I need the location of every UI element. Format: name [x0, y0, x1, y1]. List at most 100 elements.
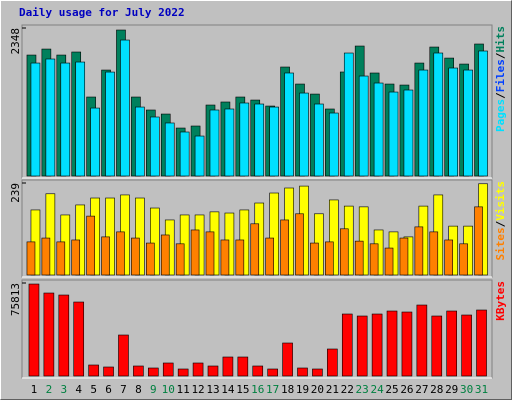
bar: [327, 348, 338, 377]
bar: [45, 58, 56, 177]
bar: [146, 242, 155, 276]
bar: [41, 237, 51, 276]
x-tick-label: 23: [356, 383, 369, 396]
bar: [116, 231, 125, 276]
bar: [88, 364, 99, 377]
x-tick-label: 9: [150, 383, 157, 396]
bar: [205, 231, 215, 276]
bar: [220, 239, 230, 276]
bar: [356, 315, 368, 377]
bar: [399, 237, 409, 276]
bar: [56, 241, 66, 276]
bar: [209, 109, 220, 177]
legend-entry: Pages: [494, 99, 507, 132]
bar: [384, 247, 394, 276]
bar: [444, 239, 454, 276]
legend-entry: Sites: [494, 227, 507, 260]
x-tick-label: 12: [191, 383, 204, 396]
bar: [284, 72, 294, 177]
bar: [252, 365, 264, 377]
legend: KBytes: [494, 281, 507, 321]
bar: [310, 242, 319, 276]
x-tick-label: 8: [135, 383, 142, 396]
legend-entry: Files: [494, 59, 507, 92]
bar: [175, 243, 185, 276]
bar: [222, 356, 234, 377]
bar: [461, 314, 472, 377]
bar: [341, 313, 353, 377]
bar: [433, 52, 444, 177]
bar: [265, 237, 274, 276]
bar: [28, 283, 40, 377]
chart-title: Daily usage for July 2022: [19, 6, 185, 19]
bar: [446, 310, 458, 377]
legend-separator: /: [494, 52, 507, 59]
panel: [21, 279, 493, 379]
bar: [192, 362, 204, 377]
bar: [280, 219, 289, 276]
bar: [131, 237, 140, 276]
x-tick-label: 10: [162, 383, 175, 396]
x-tick-label: 19: [296, 383, 309, 396]
bar: [160, 234, 170, 276]
bar: [431, 315, 443, 377]
bar: [418, 69, 429, 177]
legend: Pages/Files/Hits: [494, 26, 507, 132]
x-tick-label: 16: [251, 383, 264, 396]
x-tick-label: 2: [46, 383, 53, 396]
bar: [282, 342, 293, 377]
x-tick-label: 5: [90, 383, 97, 396]
bar: [60, 62, 71, 177]
bar: [118, 334, 129, 377]
x-tick-label: 11: [177, 383, 190, 396]
x-tick-label: 28: [430, 383, 443, 396]
x-tick-label: 21: [326, 383, 339, 396]
bar: [43, 292, 55, 377]
bar: [369, 243, 379, 276]
bar: [343, 52, 354, 177]
x-tick-label: 7: [120, 383, 127, 396]
x-tick-label: 4: [75, 383, 82, 396]
legend-separator: /: [494, 220, 507, 227]
bar: [179, 131, 190, 177]
bar: [235, 239, 245, 276]
x-tick-label: 26: [400, 383, 413, 396]
bar: [177, 368, 189, 377]
bar: [269, 106, 279, 177]
bar: [71, 239, 81, 276]
bar: [325, 241, 334, 276]
bar: [312, 368, 323, 377]
bar: [429, 231, 439, 276]
bar: [463, 69, 473, 177]
bar: [371, 313, 383, 377]
bar: [73, 301, 85, 377]
x-tick-label: 22: [341, 383, 354, 396]
bar: [386, 310, 398, 377]
bar: [388, 91, 399, 177]
bar: [329, 112, 339, 177]
legend-separator: /: [494, 92, 507, 99]
bar: [45, 193, 56, 276]
x-tick-label: 14: [221, 383, 235, 396]
bar: [478, 50, 488, 177]
x-tick-label: 25: [385, 383, 398, 396]
x-tick-label: 30: [460, 383, 473, 396]
bar: [476, 309, 487, 377]
bar: [401, 311, 413, 377]
bar: [190, 229, 200, 276]
bar: [329, 199, 339, 276]
bar: [224, 108, 235, 177]
bar: [207, 365, 219, 377]
legend-entry: Hits: [494, 26, 507, 53]
bar: [162, 362, 174, 377]
bar: [86, 215, 95, 276]
bar: [295, 213, 304, 276]
x-tick-label: 20: [311, 383, 324, 396]
legend-entry: Visits: [494, 181, 507, 221]
bar: [459, 243, 468, 276]
bar: [299, 92, 309, 177]
bar: [120, 39, 130, 177]
y-tick-label: 75813: [9, 283, 22, 316]
x-tick-label: 6: [105, 383, 112, 396]
